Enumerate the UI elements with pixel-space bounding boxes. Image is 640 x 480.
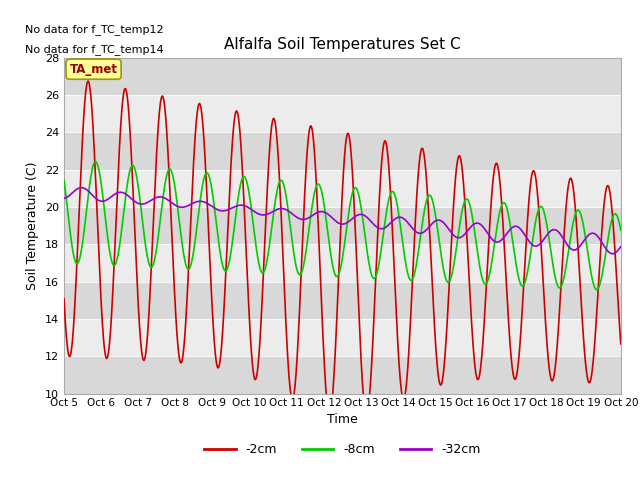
Y-axis label: Soil Temperature (C): Soil Temperature (C)	[26, 161, 39, 290]
Title: Alfalfa Soil Temperatures Set C: Alfalfa Soil Temperatures Set C	[224, 37, 461, 52]
Bar	[64, 282, 621, 319]
Bar	[64, 95, 621, 132]
Text: No data for f_TC_temp14: No data for f_TC_temp14	[25, 44, 164, 55]
Legend: -2cm, -8cm, -32cm: -2cm, -8cm, -32cm	[199, 438, 486, 461]
Text: No data for f_TC_temp12: No data for f_TC_temp12	[25, 24, 164, 35]
Text: TA_met: TA_met	[70, 63, 118, 76]
X-axis label: Time: Time	[327, 413, 358, 426]
Bar	[64, 356, 621, 394]
Bar	[64, 169, 621, 207]
Bar	[64, 58, 621, 95]
Bar	[64, 207, 621, 244]
Bar	[64, 244, 621, 282]
Bar	[64, 319, 621, 356]
Bar	[64, 132, 621, 169]
